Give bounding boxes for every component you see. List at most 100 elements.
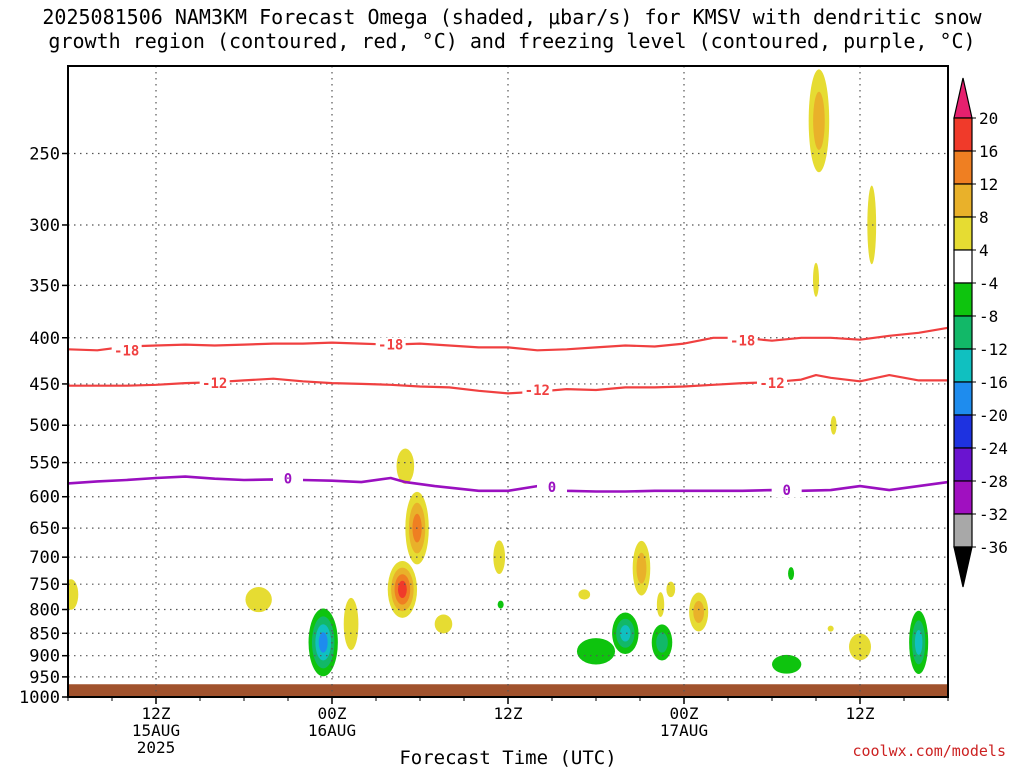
y-tick-label-700: 700: [29, 548, 60, 568]
colorbar-segment-6: [953, 315, 973, 350]
omega-shading: [68, 69, 929, 677]
y-tick-label-900: 900: [29, 647, 60, 667]
colorbar: 20 16 12 8 4 -4 -8 -12 -16 -20 -24 -28 -32 -36: [953, 77, 1008, 588]
y-tick-label-350: 350: [29, 276, 60, 296]
y-tick-label-650: 650: [29, 519, 60, 539]
contour-label--12-1: -12: [525, 383, 550, 399]
omega-cell-8-level-0: [493, 540, 506, 574]
colorbar-segment-12: [953, 513, 973, 548]
y-tick-label-300: 300: [29, 216, 60, 236]
colorbar-segment-0: [953, 117, 973, 152]
omega-cell-13-level-0: [656, 592, 665, 617]
contour-label--18-2: -18: [730, 334, 755, 350]
omega-cell-12-level-1: [636, 552, 647, 584]
y-tick-label-450: 450: [29, 375, 60, 395]
colorbar-label--4: -4: [979, 274, 998, 293]
colorbar-segment-7: [953, 348, 973, 383]
colorbar-segment-2: [953, 183, 973, 218]
contour-label-bg--12-2: [757, 376, 787, 391]
x-tick-label-h12-1: 15AUG: [132, 721, 180, 740]
contour-label-bg--18-1: [375, 337, 406, 352]
y-tick-label-550: 550: [29, 454, 60, 474]
omega-cell-22-level-1: [656, 632, 668, 653]
contour-line-0: [67, 475, 949, 493]
y-tick-label-600: 600: [29, 488, 60, 508]
omega-cell-6-level-3: [397, 580, 407, 598]
omega-cell-3-level-0: [830, 415, 837, 435]
y-tick-label-950: 950: [29, 668, 60, 688]
colorbar-label-12: 12: [979, 175, 998, 194]
omega-cell-25-level-0: [497, 600, 504, 609]
contour-label-bg--18-0: [111, 343, 142, 358]
colorbar-label--20: -20: [979, 406, 1008, 425]
colorbar-segment-11: [953, 480, 973, 515]
grid-lines: [68, 66, 948, 698]
colorbar-segment-3: [953, 216, 973, 251]
colorbar-segment-8: [953, 381, 973, 416]
chart-title-line-1: 2025081506 NAM3KM Forecast Omega (shaded…: [42, 5, 982, 29]
omega-cell-16-level-1: [693, 600, 705, 623]
contour-label-bg-0-1: [537, 479, 567, 494]
contour-label--18-1: -18: [378, 338, 403, 354]
y-tick-label-1000: 1000: [19, 688, 60, 708]
x-tick-label-h48-1: 17AUG: [660, 721, 708, 740]
y-tick-label-800: 800: [29, 601, 60, 621]
y-tick-label-850: 850: [29, 624, 60, 644]
colorbar-label--28: -28: [979, 472, 1008, 491]
omega-cell-9-level-0: [68, 579, 79, 610]
x-tick-label-h24-1: 16AUG: [308, 721, 356, 740]
omega-cell-0-level-1: [813, 91, 825, 150]
x-tick-label-h24-0: 00Z: [318, 704, 347, 723]
omega-cell-14-level-0: [666, 581, 676, 598]
plot-area: [68, 69, 929, 677]
colorbar-top-arrow: [953, 77, 973, 119]
contour-line--18: [67, 326, 949, 352]
colorbar-segment-9: [953, 414, 973, 449]
contour-label-0-0: 0: [284, 472, 292, 488]
colorbar-segment-4: [953, 249, 973, 284]
omega-cell-20-level-0: [576, 638, 616, 665]
temperature-contours: -18 -18 -18 -12 -12 -12 0 0 0: [67, 326, 949, 499]
colorbar-label-20: 20: [979, 109, 998, 128]
x-tick-label-h48-0: 00Z: [670, 704, 699, 723]
contour-label--12-0: -12: [202, 376, 227, 392]
y-tick-label-500: 500: [29, 416, 60, 436]
site-credit: coolwx.com/models: [852, 742, 1006, 760]
omega-cell-23-level-0: [772, 654, 802, 674]
colorbar-label--24: -24: [979, 439, 1008, 458]
colorbar-segment-1: [953, 150, 973, 185]
colorbar-label--16: -16: [979, 373, 1008, 392]
colorbar-label-16: 16: [979, 142, 998, 161]
y-tick-label-750: 750: [29, 575, 60, 595]
contour-label-bg--18-2: [727, 333, 758, 348]
contour-label--12-2: -12: [759, 376, 784, 392]
contour-label-bg--12-0: [199, 376, 230, 391]
omega-cell-4-level-0: [396, 448, 415, 484]
colorbar-segment-5: [953, 282, 973, 317]
axes: 250 300 350 400 450 500 550 600 650 700 750 800 850 9…: [19, 144, 949, 757]
omega-cell-7-level-0: [343, 597, 359, 650]
omega-cell-10-level-0: [245, 587, 272, 613]
omega-cell-1-level-0: [867, 185, 877, 265]
colorbar-label--32: -32: [979, 505, 1008, 524]
contour-label-0-1: 0: [548, 480, 556, 496]
omega-cell-19-level-3: [318, 632, 328, 653]
contour-label-bg-0-0: [273, 471, 303, 486]
colorbar-segment-10: [953, 447, 973, 482]
colorbar-label--36: -36: [979, 538, 1008, 557]
x-axis-label: Forecast Time (UTC): [399, 747, 616, 768]
x-tick-label-h36-0: 12Z: [494, 704, 523, 723]
contour-label-0-2: 0: [782, 483, 790, 499]
omega-cell-26-level-2: [914, 629, 923, 655]
colorbar-label-8: 8: [979, 208, 989, 227]
colorbar-bottom-arrow: [953, 546, 973, 588]
colorbar-label-4: 4: [979, 241, 989, 260]
x-tick-label-h12-0: 12Z: [142, 704, 171, 723]
omega-cell-17-level-0: [849, 633, 871, 661]
omega-cell-11-level-0: [434, 614, 453, 634]
omega-cell-24-level-0: [788, 567, 795, 581]
colorbar-label--12: -12: [979, 340, 1008, 359]
contour-label-bg-0-2: [771, 483, 802, 498]
colorbar-label--8: -8: [979, 307, 998, 326]
